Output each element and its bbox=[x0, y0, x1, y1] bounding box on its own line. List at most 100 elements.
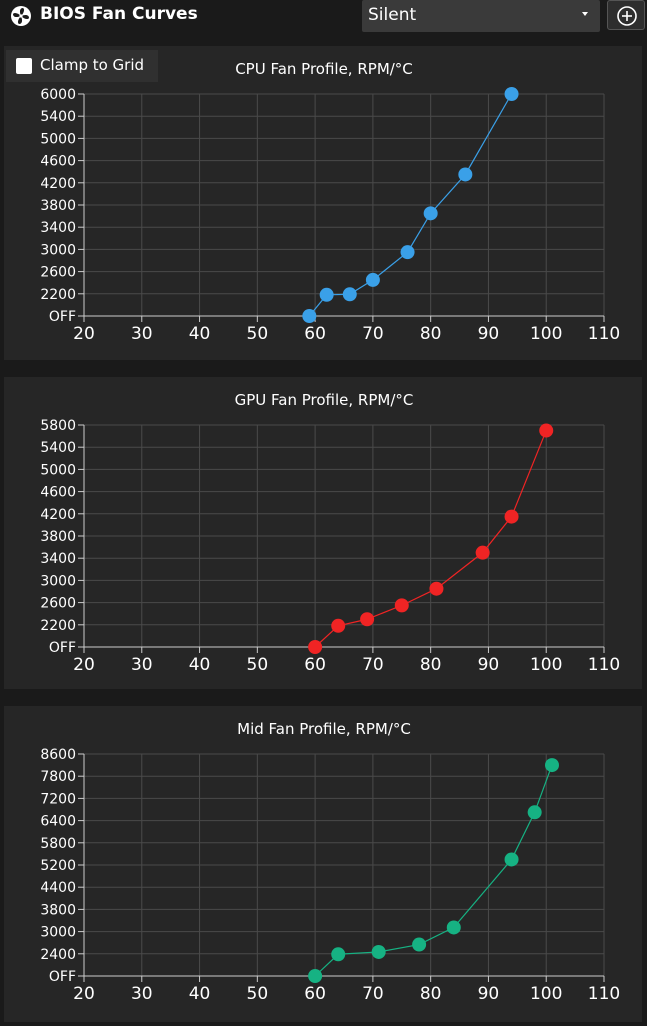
y-tick-label: 3000 bbox=[40, 925, 76, 941]
y-tick-label: 2400 bbox=[40, 947, 76, 963]
curve-point-handle[interactable] bbox=[308, 640, 323, 654]
x-tick-label: 90 bbox=[478, 324, 500, 344]
y-tick-label: OFF bbox=[49, 309, 76, 325]
y-tick-label: 2600 bbox=[40, 596, 76, 612]
x-tick-label: 80 bbox=[420, 655, 442, 675]
x-tick-label: 30 bbox=[131, 324, 153, 344]
curve-point-handle[interactable] bbox=[504, 87, 519, 101]
curve-point-handle[interactable] bbox=[458, 167, 473, 182]
y-tick-label: 3800 bbox=[40, 198, 76, 214]
y-tick-label: OFF bbox=[49, 969, 76, 985]
y-tick-label: 6400 bbox=[40, 814, 76, 830]
y-tick-label: 5800 bbox=[40, 836, 76, 852]
curve-point-handle[interactable] bbox=[308, 969, 323, 983]
y-tick-label: 2200 bbox=[40, 287, 76, 303]
x-tick-label: 40 bbox=[189, 984, 211, 1004]
x-tick-label: 70 bbox=[362, 655, 384, 675]
x-tick-label: 80 bbox=[420, 984, 442, 1004]
y-tick-label: 3400 bbox=[40, 551, 76, 567]
curve-point-handle[interactable] bbox=[504, 509, 519, 524]
gpu-fan-panel: GPU Fan Profile, RPM/°C OFF 2200 2600 3000 34… bbox=[4, 377, 642, 689]
curve-point-handle[interactable] bbox=[394, 598, 409, 613]
curve-point-handle[interactable] bbox=[429, 581, 444, 596]
x-tick-label: 90 bbox=[478, 984, 500, 1004]
y-tick-label: 4600 bbox=[40, 485, 76, 501]
curve-point-handle[interactable] bbox=[446, 920, 461, 935]
profile-select-value: Silent bbox=[368, 5, 417, 25]
mid-fan-panel: Mid Fan Profile, RPM/°C OFF 2400 3000 3800 44… bbox=[4, 706, 642, 1022]
curve-point-handle[interactable] bbox=[504, 852, 519, 867]
curve-point-handle[interactable] bbox=[365, 272, 380, 287]
x-tick-label: 100 bbox=[530, 984, 562, 1004]
y-tick-label: 4200 bbox=[40, 507, 76, 523]
chart-title: Mid Fan Profile, RPM/°C bbox=[237, 720, 411, 738]
x-tick-label: 20 bbox=[73, 984, 95, 1004]
chevron-down-icon bbox=[582, 12, 588, 16]
x-tick-label: 50 bbox=[247, 324, 269, 344]
chart-title: CPU Fan Profile, RPM/°C bbox=[235, 60, 413, 78]
x-tick-label: 50 bbox=[247, 655, 269, 675]
x-tick-label: 70 bbox=[362, 324, 384, 344]
x-tick-label: 20 bbox=[73, 655, 95, 675]
x-tick-label: 70 bbox=[362, 984, 384, 1004]
y-tick-label: 5000 bbox=[40, 131, 76, 147]
x-tick-label: 40 bbox=[189, 324, 211, 344]
x-tick-label: 40 bbox=[189, 655, 211, 675]
y-tick-label: 7200 bbox=[40, 791, 76, 807]
add-profile-button[interactable] bbox=[607, 0, 645, 30]
y-tick-label: 3800 bbox=[40, 529, 76, 545]
clamp-to-grid-toggle[interactable]: Clamp to Grid bbox=[6, 50, 158, 82]
x-tick-label: 30 bbox=[131, 984, 153, 1004]
y-tick-label: 5000 bbox=[40, 462, 76, 478]
cpu-fan-chart: CPU Fan Profile, RPM/°C OFF 2200 2600 3000 34… bbox=[40, 60, 620, 344]
x-tick-label: 60 bbox=[304, 655, 326, 675]
app-title: BIOS Fan Curves bbox=[40, 4, 198, 24]
curve-point-handle[interactable] bbox=[319, 287, 334, 302]
x-tick-label: 80 bbox=[420, 324, 442, 344]
curve-point-handle[interactable] bbox=[331, 947, 346, 962]
y-tick-label: 4400 bbox=[40, 880, 76, 896]
y-tick-label: 3000 bbox=[40, 242, 76, 258]
curve-point-handle[interactable] bbox=[400, 245, 415, 260]
y-tick-label: 2200 bbox=[40, 618, 76, 634]
x-tick-label: 50 bbox=[247, 984, 269, 1004]
curve-point-handle[interactable] bbox=[371, 944, 386, 959]
clamp-to-grid-checkbox[interactable] bbox=[16, 58, 32, 74]
fan-icon bbox=[11, 6, 31, 26]
curve-point-handle[interactable] bbox=[545, 758, 559, 773]
x-tick-label: 60 bbox=[304, 984, 326, 1004]
curve-point-handle[interactable] bbox=[342, 287, 357, 302]
y-tick-label: 5800 bbox=[40, 418, 76, 434]
y-tick-label: 2600 bbox=[40, 265, 76, 281]
curve-point-handle[interactable] bbox=[539, 423, 554, 438]
curve-point-handle[interactable] bbox=[423, 206, 438, 221]
fan-curve-line bbox=[314, 764, 553, 977]
x-tick-label: 100 bbox=[530, 655, 562, 675]
y-tick-label: 5400 bbox=[40, 109, 76, 125]
x-tick-label: 30 bbox=[131, 655, 153, 675]
x-tick-label: 60 bbox=[304, 324, 326, 344]
y-tick-label: 5200 bbox=[40, 858, 76, 874]
curve-point-handle[interactable] bbox=[412, 937, 427, 952]
curve-point-handle[interactable] bbox=[475, 545, 490, 560]
curve-point-handle[interactable] bbox=[302, 309, 317, 323]
y-tick-label: 3800 bbox=[40, 902, 76, 918]
chart-title: GPU Fan Profile, RPM/°C bbox=[235, 391, 414, 409]
profile-select[interactable]: Silent bbox=[362, 0, 600, 32]
y-tick-label: 3000 bbox=[40, 573, 76, 589]
y-tick-label: 4200 bbox=[40, 176, 76, 192]
curve-point-handle[interactable] bbox=[331, 618, 346, 633]
x-tick-label: 90 bbox=[478, 655, 500, 675]
y-tick-label: OFF bbox=[49, 640, 76, 656]
mid-fan-chart: Mid Fan Profile, RPM/°C OFF 2400 3000 3800 44… bbox=[40, 720, 620, 1004]
y-tick-label: 3400 bbox=[40, 220, 76, 236]
gpu-fan-chart: GPU Fan Profile, RPM/°C OFF 2200 2600 3000 34… bbox=[40, 391, 620, 675]
cpu-fan-panel: CPU Fan Profile, RPM/°C OFF 2200 2600 3000 34… bbox=[4, 46, 642, 360]
x-tick-label: 110 bbox=[588, 984, 620, 1004]
y-tick-label: 7800 bbox=[40, 769, 76, 785]
clamp-to-grid-label: Clamp to Grid bbox=[40, 56, 145, 74]
curve-point-handle[interactable] bbox=[360, 612, 375, 627]
curve-point-handle[interactable] bbox=[527, 805, 542, 820]
x-tick-label: 110 bbox=[588, 655, 620, 675]
plus-circle-icon bbox=[617, 6, 637, 26]
